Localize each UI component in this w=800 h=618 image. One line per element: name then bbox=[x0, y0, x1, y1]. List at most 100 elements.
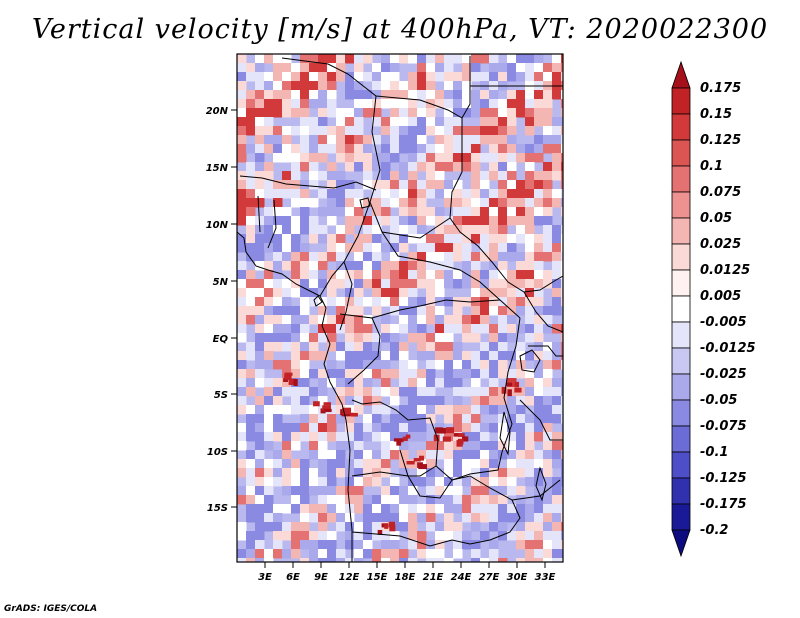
lon-tick-label: 24E bbox=[451, 572, 472, 583]
field-cell bbox=[372, 90, 382, 100]
field-cell bbox=[543, 378, 553, 388]
field-cell bbox=[273, 432, 283, 442]
field-cell bbox=[264, 486, 274, 496]
field-cell bbox=[435, 252, 445, 262]
field-cell bbox=[435, 522, 445, 532]
field-cell bbox=[426, 81, 436, 91]
field-cell bbox=[237, 333, 247, 343]
colorbar-swatch bbox=[671, 373, 691, 401]
field-cell bbox=[327, 333, 337, 343]
field-cell bbox=[372, 243, 382, 253]
grads-credit: GrADS: IGES/COLA bbox=[4, 604, 98, 614]
field-cell bbox=[471, 126, 481, 136]
field-cell bbox=[345, 135, 355, 145]
field-cell bbox=[246, 243, 256, 253]
field-cell bbox=[471, 180, 481, 190]
field-cell bbox=[498, 63, 508, 73]
field-cell bbox=[444, 135, 454, 145]
field-cell bbox=[390, 477, 400, 487]
field-cell bbox=[264, 135, 274, 145]
field-cell bbox=[318, 63, 328, 73]
field-cell bbox=[489, 162, 499, 172]
field-cell bbox=[435, 180, 445, 190]
field-cell bbox=[489, 540, 499, 550]
field-cell bbox=[345, 432, 355, 442]
field-cell bbox=[372, 72, 382, 82]
field-cell bbox=[444, 144, 454, 154]
field-cell bbox=[399, 549, 409, 559]
field-cell bbox=[372, 63, 382, 73]
field-cell bbox=[525, 63, 535, 73]
field-cell bbox=[408, 108, 418, 118]
field-cell bbox=[552, 378, 562, 388]
field-cell bbox=[489, 369, 499, 379]
field-cell bbox=[543, 171, 553, 181]
field-cell bbox=[453, 162, 463, 172]
field-cell bbox=[300, 189, 310, 199]
field-cell bbox=[507, 315, 517, 325]
field-cell bbox=[516, 288, 526, 298]
field-cell bbox=[246, 216, 256, 226]
field-cell bbox=[390, 558, 400, 562]
field-cell bbox=[318, 432, 328, 442]
lat-axis: 20N 15N 10N 5N EQ 5S 10S 15S bbox=[206, 106, 237, 514]
field-cell bbox=[426, 405, 436, 415]
field-cell bbox=[372, 279, 382, 289]
field-cell bbox=[399, 324, 409, 334]
field-cell bbox=[264, 441, 274, 451]
field-cell bbox=[462, 243, 472, 253]
field-cell bbox=[489, 90, 499, 100]
field-cell bbox=[246, 558, 256, 562]
field-cell bbox=[318, 333, 328, 343]
field-cell bbox=[480, 360, 490, 370]
field-cell bbox=[291, 171, 301, 181]
field-cell bbox=[363, 450, 373, 460]
field-cell bbox=[291, 441, 301, 451]
field-cell bbox=[390, 144, 400, 154]
field-cell bbox=[453, 342, 463, 352]
field-cell bbox=[237, 441, 247, 451]
field-cell bbox=[453, 495, 463, 505]
field-cell bbox=[433, 434, 440, 442]
field-cell bbox=[417, 369, 427, 379]
field-cell bbox=[282, 81, 292, 91]
field-cell bbox=[507, 504, 517, 514]
field-cell bbox=[246, 342, 256, 352]
field-cell bbox=[318, 99, 328, 109]
field-cell bbox=[264, 180, 274, 190]
field-cell bbox=[323, 408, 332, 413]
field-cell bbox=[561, 180, 563, 190]
field-cell bbox=[381, 450, 391, 460]
field-cell bbox=[507, 441, 517, 451]
field-cell bbox=[552, 234, 562, 244]
field-cell bbox=[309, 333, 319, 343]
field-cell bbox=[273, 333, 283, 343]
field-cell bbox=[372, 207, 382, 217]
field-cell bbox=[435, 360, 445, 370]
field-cell bbox=[417, 315, 427, 325]
field-cell bbox=[345, 90, 355, 100]
field-cell bbox=[255, 252, 265, 262]
field-cell bbox=[237, 216, 247, 226]
field-cell bbox=[543, 252, 553, 262]
field-cell bbox=[318, 450, 328, 460]
field-cell bbox=[525, 513, 535, 523]
field-cell bbox=[417, 198, 427, 208]
field-cell bbox=[282, 126, 292, 136]
field-cell bbox=[462, 261, 472, 271]
field-cell bbox=[390, 252, 400, 262]
field-cell bbox=[345, 396, 355, 406]
field-cell bbox=[408, 225, 418, 235]
field-cell bbox=[453, 243, 463, 253]
field-cell bbox=[300, 477, 310, 487]
field-cell bbox=[264, 216, 274, 226]
field-cell bbox=[462, 324, 472, 334]
field-cell bbox=[237, 396, 247, 406]
field-cell bbox=[300, 333, 310, 343]
field-cell bbox=[534, 198, 544, 208]
field-cell bbox=[354, 495, 364, 505]
field-cell bbox=[552, 279, 562, 289]
field-cell bbox=[426, 90, 436, 100]
field-cell bbox=[489, 171, 499, 181]
field-cell bbox=[309, 63, 319, 73]
